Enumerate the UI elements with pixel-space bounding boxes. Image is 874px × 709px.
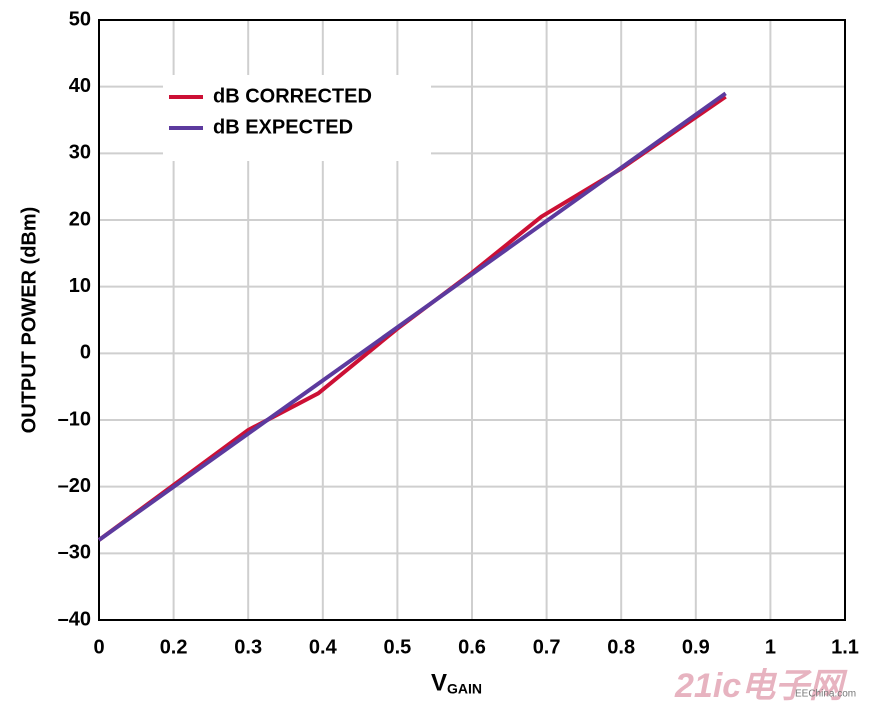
x-tick-label: 1 — [765, 636, 776, 658]
y-tick-label: 30 — [69, 142, 91, 164]
watermark: 21ic电子网 — [674, 667, 848, 705]
x-tick-label: 0 — [93, 636, 104, 658]
y-tick-label: –30 — [58, 542, 91, 564]
legend-box — [163, 75, 431, 161]
y-axis-label: OUTPUT POWER (dBm) — [18, 207, 40, 434]
x-tick-label: 1.1 — [831, 636, 859, 658]
watermark: EEChina.com — [795, 689, 856, 700]
x-axis-label-sub: GAIN — [447, 681, 482, 697]
x-tick-label: 0.7 — [533, 636, 561, 658]
y-tick-label: –10 — [58, 408, 91, 430]
x-tick-label: 0.3 — [234, 636, 262, 658]
y-tick-label: –20 — [58, 475, 91, 497]
x-tick-label: 0.4 — [309, 636, 338, 658]
x-tick-label: 0.2 — [160, 636, 188, 658]
y-tick-label: 0 — [80, 342, 91, 364]
y-tick-label: 10 — [69, 275, 91, 297]
x-tick-label: 0.5 — [383, 636, 411, 658]
legend-label: dB EXPECTED — [213, 116, 353, 138]
y-tick-label: –40 — [58, 608, 91, 630]
x-tick-label: 0.9 — [682, 636, 710, 658]
y-tick-label: 40 — [69, 75, 91, 97]
x-tick-label: 0.6 — [458, 636, 486, 658]
y-tick-label: 20 — [69, 208, 91, 230]
line — [97, 91, 727, 542]
plot-frame — [98, 19, 846, 621]
y-tick-label: 50 — [69, 8, 91, 30]
x-axis-label: V — [431, 669, 447, 696]
legend-label: dB CORRECTED — [213, 85, 372, 107]
x-tick-label: 0.8 — [607, 636, 635, 658]
